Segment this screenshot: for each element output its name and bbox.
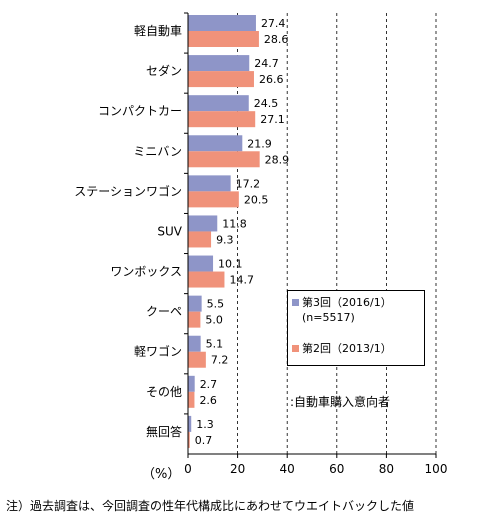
data-label-series-1: 5.1 [206,338,224,351]
data-label-series-2: 20.5 [244,193,269,206]
respondent-note: :自動車購入意向者 [290,395,391,409]
bar-series-2 [188,431,190,448]
tick-label-40: 40 [280,462,295,476]
bar-series-1 [188,15,256,31]
category-label: 軽ワゴン [134,344,182,359]
bar-series-1 [188,415,192,432]
bar-series-1 [188,175,231,192]
legend-item-series-2: 第2回（2013/1） [292,341,392,356]
bar-series-2 [188,151,260,168]
data-label-series-1: 10.1 [218,258,243,271]
data-label-series-2: 9.3 [216,233,234,246]
bar-series-2 [188,391,195,408]
chart-bars [188,15,260,448]
bar-series-1 [188,335,201,352]
bar-series-2 [188,31,259,47]
bar-series-1 [188,135,243,152]
bar-series-2 [188,351,206,368]
bar-series-2 [188,311,201,328]
data-label-series-2: 0.7 [195,434,213,447]
category-label: ミニバン [133,144,182,158]
bar-series-1 [188,375,195,392]
legend-swatch-series-1 [292,299,299,306]
category-label: コンパクトカー [98,104,182,118]
data-label-series-2: 27.1 [260,113,285,126]
unit-label: （%） [142,467,181,482]
category-label: クーペ [146,305,182,319]
category-label: SUV [157,224,182,238]
category-label: その他 [146,385,182,399]
data-label-series-2: 5.0 [205,314,223,327]
bar-series-2 [188,71,254,88]
category-label: セダン [146,63,182,78]
legend: 第3回（2016/1） (n=5517) 第2回（2013/1） [287,290,425,366]
legend-label-series-2: 第2回（2013/1） [302,342,392,355]
data-label-series-1: 17.2 [236,177,261,190]
tick-label-60: 60 [329,462,344,476]
data-label-series-1: 2.7 [200,378,218,391]
bar-series-1 [188,55,250,72]
category-label: 軽自動車 [134,24,182,38]
legend-item-series-1: 第3回（2016/1） (n=5517) [292,295,392,325]
chart-axes [187,13,436,455]
data-label-series-1: 1.3 [196,418,214,431]
category-label: ワンボックス [110,265,182,279]
bar-series-1 [188,255,214,272]
legend-swatch-series-2 [292,345,299,352]
bar-series-1 [188,295,202,312]
data-label-series-2: 14.7 [229,274,254,287]
tick-label-20: 20 [230,462,245,476]
footnote: 注）過去調査は、今回調査の性年代構成比にあわせてウエイトバックした値 [6,499,415,513]
data-label-series-1: 11.8 [222,217,247,230]
data-label-series-1: 5.5 [207,298,225,311]
x-axis-ticks: 0 20 40 60 80 100 [184,454,447,476]
tick-label-100: 100 [425,462,448,476]
data-labels: 27.4 28.6 24.7 26.6 24.5 27.1 21.9 28.9 17.2 20.5… [195,17,289,447]
data-label-series-2: 26.6 [259,73,284,86]
tick-label-0: 0 [184,462,192,476]
bar-series-2 [188,111,256,128]
data-label-series-2: 28.9 [265,153,290,166]
data-label-series-1: 24.5 [254,97,279,110]
bar-series-1 [188,215,218,232]
bar-series-2 [188,271,225,288]
data-label-series-2: 7.2 [211,354,229,367]
legend-label-series-1: 第3回（2016/1） [302,296,392,309]
legend-sublabel-series-1: (n=5517) [302,311,355,324]
bar-series-2 [188,231,212,248]
bar-series-2 [188,191,239,208]
data-label-series-1: 24.7 [254,57,278,70]
data-label-series-1: 21.9 [247,137,272,150]
bar-series-1 [188,95,249,112]
data-label-series-1: 27.4 [261,17,286,30]
tick-label-80: 80 [379,462,394,476]
category-label: ステーションワゴン [74,183,182,198]
data-label-series-2: 2.6 [199,394,217,407]
data-label-series-2: 28.6 [264,33,289,46]
category-label: 無回答 [146,424,182,439]
